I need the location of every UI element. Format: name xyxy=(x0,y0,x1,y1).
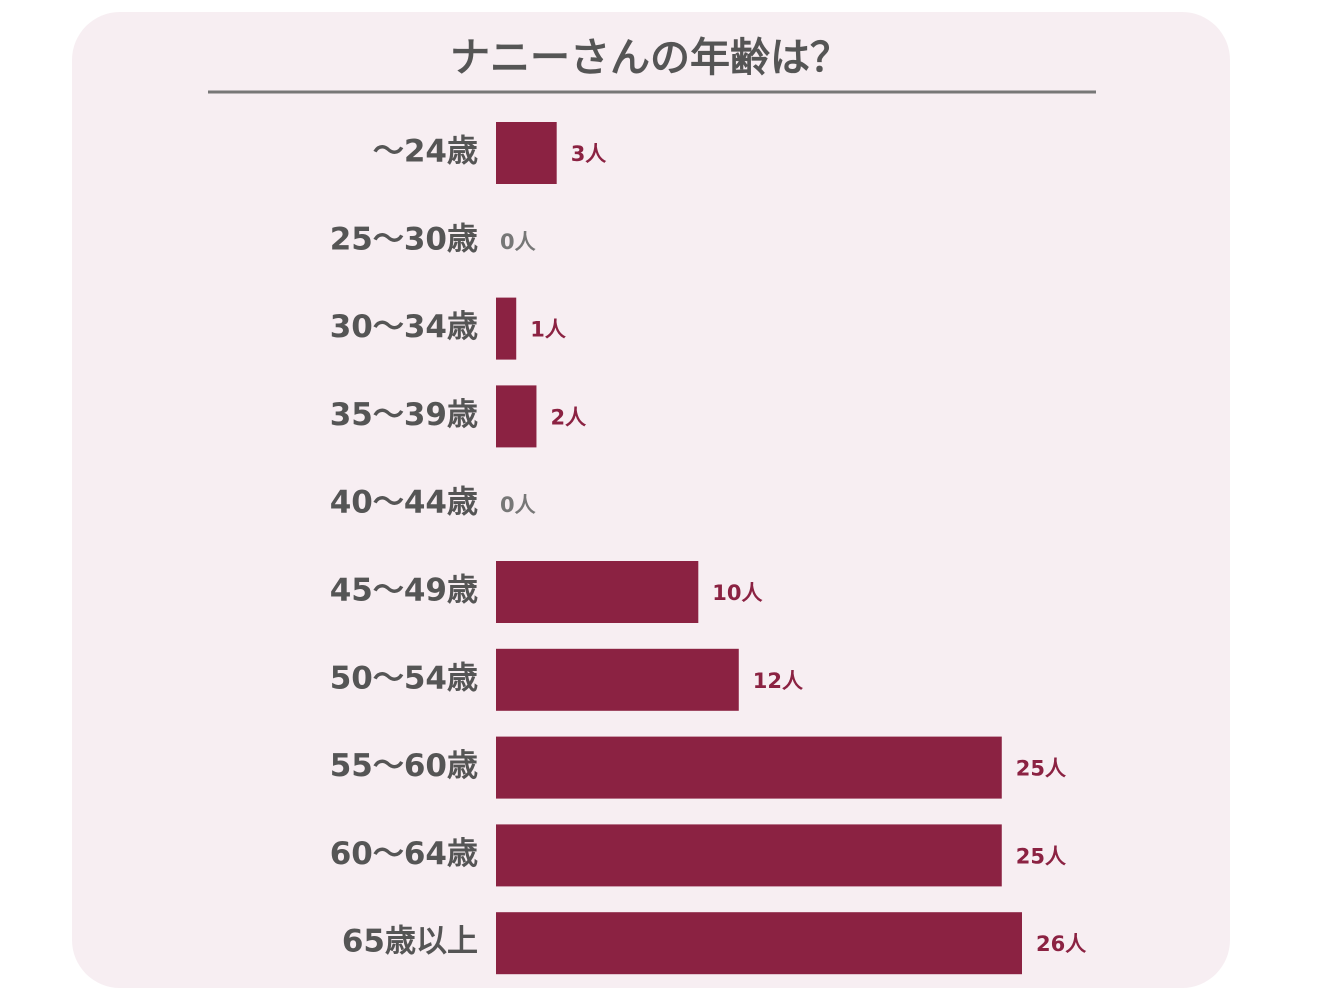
value-label: 25人 xyxy=(1016,844,1066,868)
bar xyxy=(496,912,1022,975)
category-label: 50〜54歳 xyxy=(330,660,478,696)
category-label: 60〜64歳 xyxy=(330,836,478,872)
bar xyxy=(496,824,1002,887)
value-label: 10人 xyxy=(712,581,762,605)
value-label: 25人 xyxy=(1016,757,1066,781)
value-label: 0人 xyxy=(500,230,536,254)
value-label: 26人 xyxy=(1036,932,1086,956)
bar xyxy=(496,736,1002,799)
value-label: 0人 xyxy=(500,493,536,517)
bar xyxy=(496,385,537,448)
category-label: 25〜30歳 xyxy=(330,221,478,257)
value-label: 3人 xyxy=(571,142,607,166)
category-label: 55〜60歳 xyxy=(330,748,478,784)
value-label: 2人 xyxy=(550,405,586,429)
category-label: 65歳以上 xyxy=(342,924,478,960)
bar xyxy=(496,561,699,623)
category-label: 35〜39歳 xyxy=(330,397,478,433)
bar xyxy=(496,648,739,711)
chart-title: ナニーさんの年齢は？ xyxy=(450,35,850,81)
value-label: 1人 xyxy=(530,318,566,342)
bar xyxy=(496,297,517,360)
category-label: 45〜49歳 xyxy=(330,573,478,609)
category-label: 〜24歳 xyxy=(373,134,478,170)
value-label: 12人 xyxy=(753,669,803,693)
category-label: 30〜34歳 xyxy=(330,309,478,345)
category-label: 40〜44歳 xyxy=(330,485,478,521)
bar xyxy=(496,122,557,184)
